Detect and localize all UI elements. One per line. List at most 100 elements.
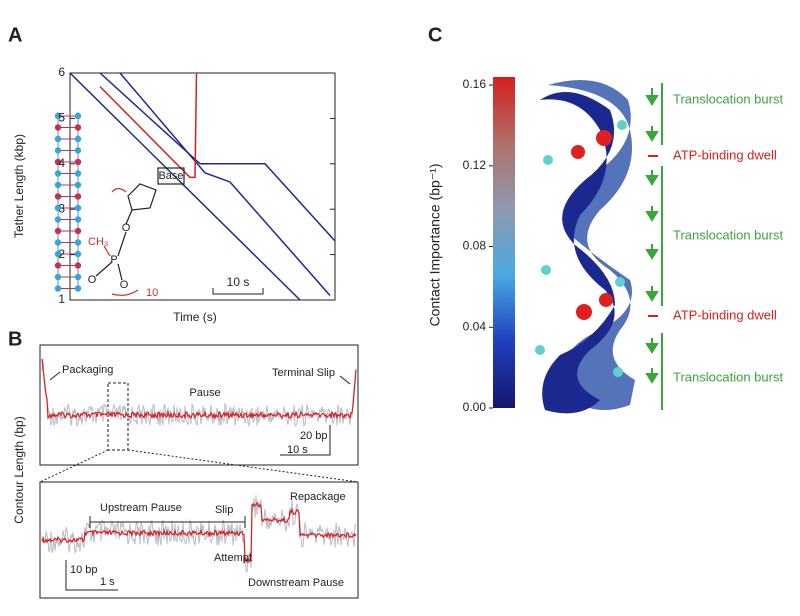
annotation: Upstream Pause	[100, 502, 182, 514]
annotation-brackets	[645, 83, 663, 410]
y-axis-label: Contact Importance (bp⁻¹)	[427, 163, 443, 326]
chemical-structure	[95, 167, 185, 296]
scale-label: 10 s	[227, 275, 250, 289]
base	[54, 273, 62, 281]
dna-ladder	[54, 112, 82, 292]
base	[54, 112, 62, 120]
line-series	[99, 73, 335, 242]
base	[54, 170, 62, 177]
x-axis-label: Time (s)	[173, 310, 217, 324]
zoom-line	[127, 449, 359, 483]
line-series	[99, 73, 198, 179]
annotations: Translocation burst ATP-binding dwell Tran…	[673, 91, 783, 384]
base	[74, 181, 82, 189]
base	[74, 250, 82, 258]
y-tick-label: 0.08	[463, 239, 487, 253]
panel-label: C	[428, 24, 442, 46]
base	[54, 285, 62, 292]
line-series	[70, 73, 301, 300]
annotation: Pause	[189, 387, 220, 399]
y-tick-label: 3	[58, 201, 65, 215]
colorbar	[493, 77, 515, 408]
annotation: ATP-binding dwell	[673, 307, 777, 322]
base	[74, 216, 82, 223]
base	[74, 135, 82, 143]
base	[54, 193, 62, 200]
annotation: Translocation burst	[673, 227, 783, 242]
zoom-line	[39, 449, 109, 483]
y-tick-label: 1	[58, 292, 65, 306]
base	[74, 147, 82, 154]
base	[74, 158, 82, 166]
base	[74, 204, 82, 212]
inset-label: 10	[146, 287, 158, 299]
y-tick-label: 0.04	[463, 319, 487, 333]
base	[54, 250, 62, 258]
traces	[41, 358, 357, 573]
zoom-box	[107, 382, 129, 451]
scale-label: 10 s	[287, 444, 308, 456]
y-axis-label: Contour Length (bp)	[12, 416, 26, 523]
inset-label: O	[120, 279, 129, 291]
line-series	[119, 73, 331, 296]
plot-frame	[69, 72, 336, 301]
scale-label: 1 s	[100, 576, 115, 588]
arrow	[49, 371, 61, 381]
panel-label: A	[8, 24, 22, 46]
annotation: Repackage	[290, 491, 346, 503]
base	[54, 135, 62, 143]
y-tick-label: 4	[58, 156, 65, 170]
base	[54, 227, 62, 235]
annotation: Terminal Slip	[272, 367, 335, 379]
base	[74, 124, 82, 131]
annotation: Translocation burst	[673, 91, 783, 106]
base	[54, 181, 62, 189]
scale-bar	[212, 288, 264, 295]
inset-label: O	[122, 222, 131, 234]
y-tick-label: 6	[58, 65, 65, 79]
base	[74, 193, 82, 200]
inset-label: CH₃	[88, 236, 108, 248]
arrow	[339, 375, 351, 385]
base	[74, 262, 82, 269]
trace-frame	[39, 344, 359, 466]
y-tick-label: 5	[58, 111, 65, 125]
base	[74, 112, 82, 120]
base	[74, 285, 82, 292]
annotation: Translocation burst	[673, 369, 783, 384]
panel-label: B	[8, 328, 22, 350]
base	[54, 158, 62, 166]
base	[54, 124, 62, 131]
inset-label: O	[88, 274, 97, 286]
base	[54, 216, 62, 223]
annotation: ATP-binding dwell	[673, 147, 777, 162]
annotation: Attempt	[214, 552, 252, 564]
base	[54, 147, 62, 154]
y-tick-label: 0.12	[463, 158, 487, 172]
y-axis-label: Tether Length (kbp)	[12, 134, 26, 238]
annotation: Packaging	[62, 364, 113, 376]
trace-frame	[39, 481, 359, 599]
y-tick-label: 0.00	[463, 400, 487, 414]
bracket	[89, 516, 246, 528]
trace-raw	[41, 359, 357, 428]
scale-bar	[65, 560, 118, 591]
base	[54, 239, 62, 246]
annotation: Slip	[215, 504, 233, 516]
plot-area	[70, 73, 335, 300]
base	[74, 273, 82, 281]
base	[54, 262, 62, 269]
trace-filtered	[41, 501, 357, 564]
inset-label: P	[110, 254, 117, 266]
y-tick-label: 2	[58, 247, 65, 261]
y-tick-label: 0.16	[463, 77, 487, 91]
base	[54, 204, 62, 212]
base	[74, 227, 82, 235]
base	[74, 239, 82, 246]
trace-raw	[41, 494, 357, 573]
inset-label: Base	[158, 170, 183, 182]
dna-molecule	[535, 80, 635, 414]
trace-filtered	[41, 358, 357, 421]
annotation: Downstream Pause	[248, 577, 344, 589]
